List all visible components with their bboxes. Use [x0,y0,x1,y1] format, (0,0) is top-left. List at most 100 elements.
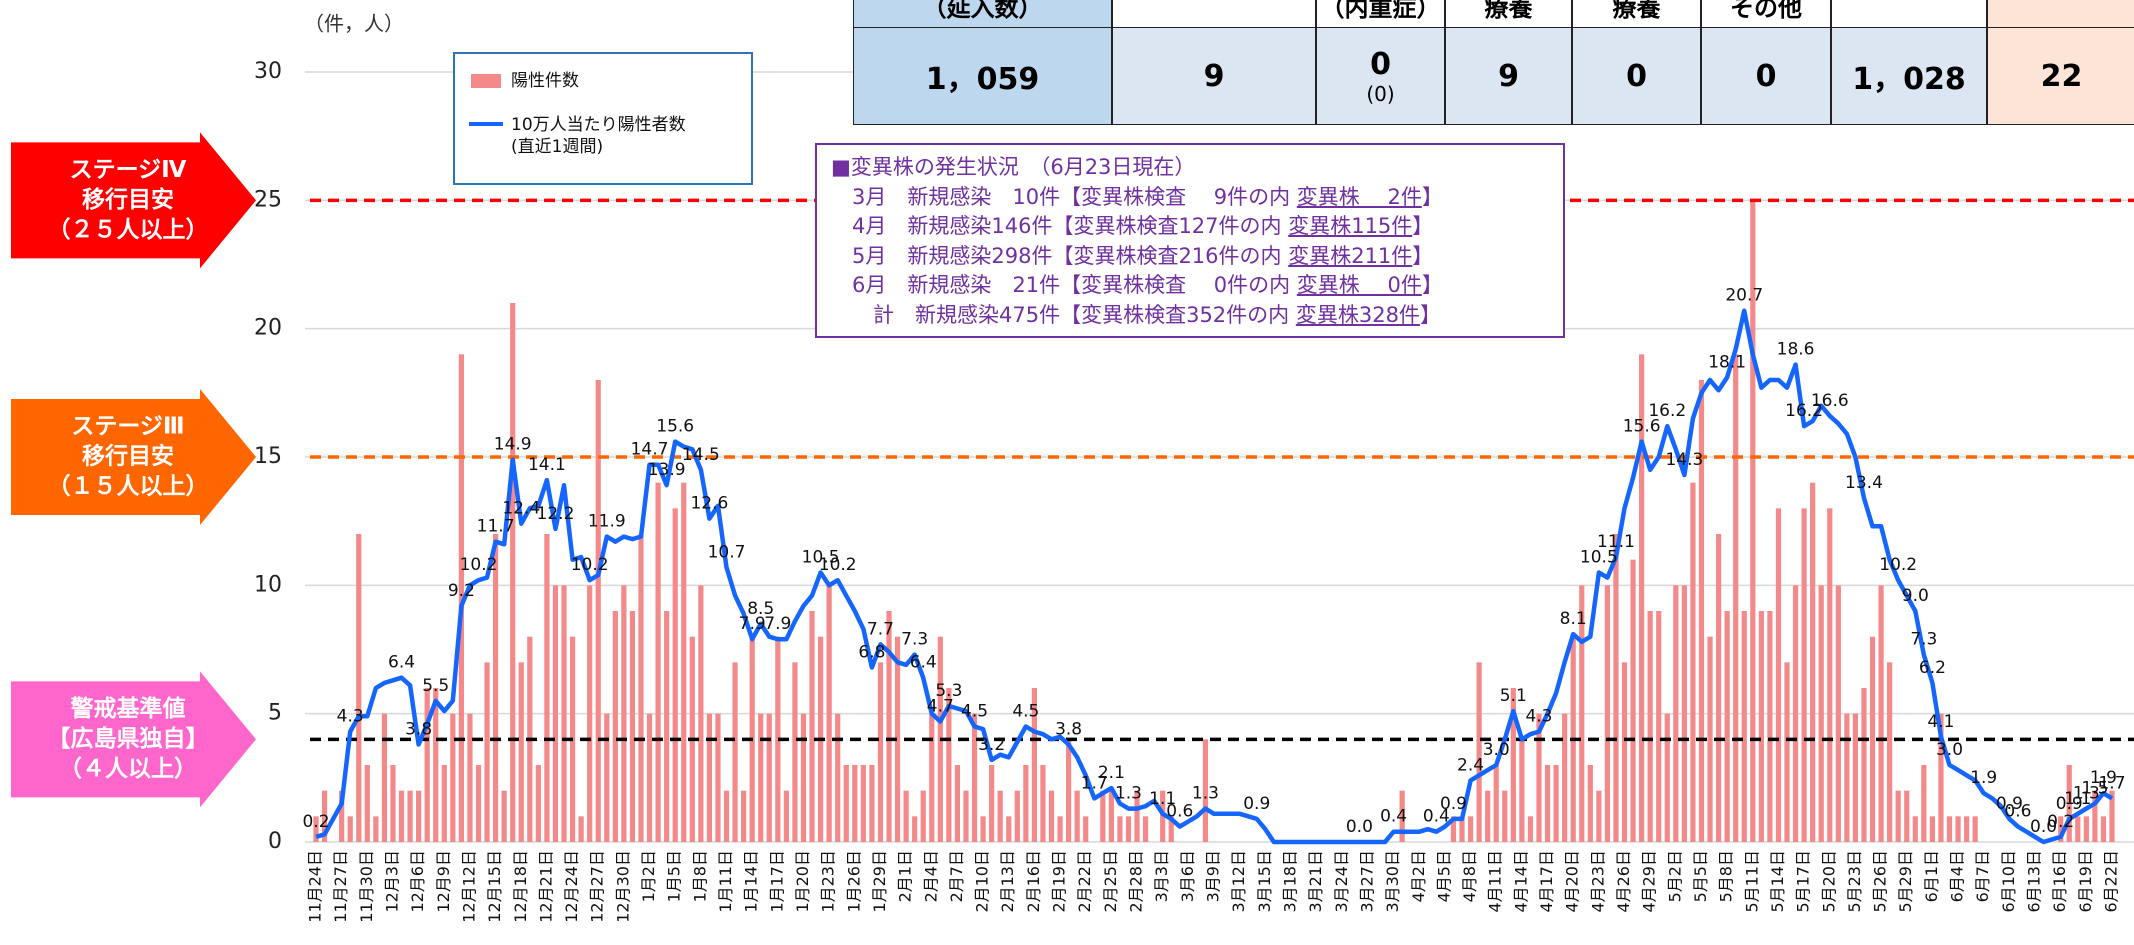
x-tick-label: 2月28日 [1127,850,1146,913]
x-tick-label: 12月24日 [562,850,581,923]
bar [2058,816,2064,842]
legend: 陽性件数 10万人当たり陽性者数 (直近1週間) [453,52,753,185]
bar [775,636,781,842]
bar [621,585,627,842]
bar [1647,611,1653,842]
bar [1108,790,1114,842]
bar [792,662,798,842]
x-tick-label: 4月26日 [1614,850,1633,913]
legend-swatch [469,122,503,126]
bar [1715,534,1722,842]
bar [894,636,901,842]
bar [1904,790,1910,842]
bar [715,713,721,842]
bar [1057,816,1063,842]
data-label: 3.8 [405,719,432,739]
x-tick-label: 5月29日 [1896,850,1915,913]
data-label: 0.9 [2056,794,2083,814]
bar [1955,816,1961,842]
bar [860,765,866,842]
notice-row: 6月 新規感染 21件【変異株検査 0件の内 変異株 0件】 [831,271,1549,301]
bar [493,534,499,842]
x-tick-label: 2月19日 [1050,850,1069,913]
x-tick-label: 1月2日 [639,850,658,902]
bar [416,790,422,842]
data-label: 15.6 [1623,417,1661,437]
data-label: 20.7 [1725,286,1763,306]
bar [1630,559,1636,842]
bar [1852,713,1859,842]
bar [1767,611,1773,842]
x-tick-label: 12月6日 [408,850,427,913]
data-label: 10.2 [460,555,498,575]
bar [1544,765,1551,842]
x-tick-label: 6月10日 [1999,850,2018,913]
bar [852,765,858,842]
x-tick-label: 6月1日 [1922,850,1941,902]
notice-text: 3月 新規感染 10件【変異株検査 9件の内 [831,184,1297,209]
bar [1656,611,1662,842]
data-label: 7.3 [1910,630,1937,650]
stage-label: （１５人以上） [48,473,209,500]
data-label: 12.4 [502,499,540,519]
y-tick-label: 30 [254,59,282,84]
table-value-cell: 1，028 [1831,27,1987,125]
notice-row: 計 新規感染475件【変異株検査352件の内 変異株328件】 [831,301,1549,331]
table-value-sub: (0) [1366,81,1395,106]
bar [826,585,832,842]
notice-variant-count: 変異株115件 [1288,214,1413,238]
bar [2066,765,2072,842]
bar [1399,790,1405,842]
data-label: 1.3 [2073,784,2100,804]
bar [484,662,490,842]
bar [1792,585,1799,842]
bar [398,790,405,842]
bar [1459,816,1465,842]
bar [963,790,969,842]
bar [2075,816,2081,842]
data-label: 0.6 [1166,802,1193,822]
bar [1818,585,1824,842]
data-label: 10.2 [1879,555,1917,575]
stage-label: 警戒基準値 [71,695,186,722]
x-tick-label: 12月27日 [588,850,607,923]
bar [698,585,704,842]
bar [646,713,653,842]
bar [1134,790,1140,842]
x-tick-label: 4月23日 [1588,850,1607,913]
x-tick-label: 12月9日 [434,850,453,913]
bar [1690,482,1696,842]
data-label: 12.6 [690,494,728,514]
bar [535,765,541,842]
x-tick-label: 4月11日 [1486,850,1505,913]
bar [1587,765,1593,842]
data-label: 13.4 [1845,473,1883,493]
data-label: 18.1 [1708,352,1746,372]
bar [1733,354,1739,842]
bar [1946,816,1953,842]
data-label: 4.5 [961,702,988,722]
bar [843,765,849,842]
data-label: 14.7 [631,440,669,460]
stage-label: （４人以上） [59,755,197,782]
bar [1758,611,1764,842]
data-label: 18.6 [1777,340,1815,360]
x-tick-label: 2月4日 [921,850,940,902]
bar [1493,765,1499,842]
x-tick-label: 6月4日 [1948,850,1967,902]
bar [1562,713,1568,842]
x-tick-label: 5月8日 [1717,850,1736,902]
data-label: 5.5 [422,676,449,696]
x-tick-label: 3月30日 [1383,850,1402,913]
bar [929,713,935,842]
bar [1117,816,1123,842]
data-label: 10.2 [571,555,609,575]
table-value-cell: 22 [1987,27,2134,125]
bar [1125,816,1132,842]
bar [1861,688,1867,842]
data-label: 1.9 [2090,768,2117,788]
notice-variant-count: 変異株328件 [1295,302,1420,327]
bar [1827,508,1833,842]
